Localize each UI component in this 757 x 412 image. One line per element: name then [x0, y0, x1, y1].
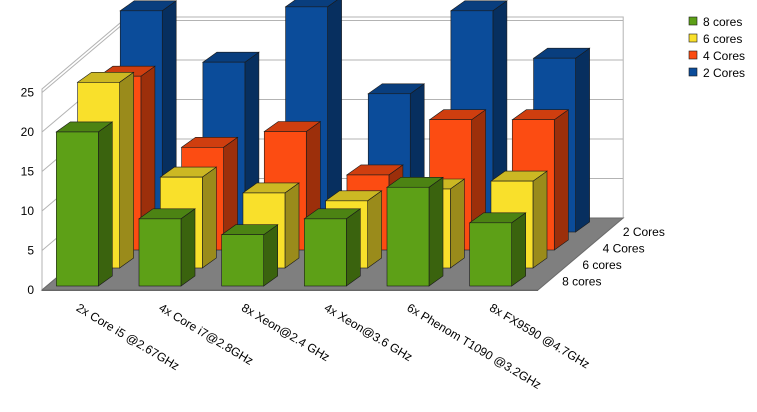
y-tick-label: 0 — [27, 283, 34, 297]
floor-edge — [42, 290, 538, 291]
y-tick-label: 20 — [21, 125, 35, 139]
x-category-label: 6x Phenom T1090 @3.2GHz — [404, 301, 543, 392]
legend-label: 2 Cores — [703, 66, 745, 80]
legend-swatch — [688, 67, 698, 77]
legend-swatch — [688, 50, 698, 60]
bar — [303, 208, 362, 287]
depth-label: 2 Cores — [623, 225, 665, 239]
bar-front — [56, 131, 99, 287]
legend-swatch — [688, 33, 698, 43]
bar — [386, 176, 444, 287]
y-tick-label: 10 — [21, 204, 35, 218]
depth-label: 8 cores — [562, 275, 601, 289]
bar-side — [428, 176, 444, 287]
x-category-label: 4x Xeon@3.6 GHz — [322, 301, 415, 365]
bar-front — [221, 234, 264, 287]
bar — [468, 212, 527, 287]
bar — [55, 121, 114, 287]
bar-side — [449, 178, 465, 269]
bar-side — [367, 190, 382, 269]
y-tick-label: 25 — [21, 86, 35, 100]
bar — [220, 224, 279, 287]
bar-side — [119, 71, 134, 269]
depth-axis-labels: 8 cores 6 cores 4 Cores 2 Cores — [562, 225, 665, 289]
bar-side — [345, 208, 361, 287]
bar-side — [532, 170, 548, 269]
depth-label: 6 cores — [582, 258, 621, 272]
y-tick-label: 5 — [27, 244, 34, 258]
legend-label: 4 Cores — [703, 49, 745, 63]
legend-label: 8 cores — [703, 15, 742, 29]
bar-front — [469, 222, 512, 287]
bar-side — [553, 109, 569, 251]
bar-side — [202, 166, 217, 269]
bars — [55, 0, 591, 287]
bar-side — [511, 212, 527, 287]
legend-label: 6 cores — [703, 32, 742, 46]
bar-side — [263, 224, 279, 287]
legend: 8 cores 6 cores 4 Cores 2 Cores — [688, 15, 745, 80]
bar-side — [98, 121, 113, 287]
bar — [138, 208, 196, 287]
depth-label: 4 Cores — [603, 242, 645, 256]
bar-side — [284, 182, 300, 269]
bar-side — [180, 208, 196, 287]
legend-swatch — [688, 16, 698, 26]
bar-front — [138, 218, 182, 287]
bar-side — [575, 47, 590, 233]
bar-front — [304, 218, 347, 287]
y-tick-label: 15 — [21, 165, 35, 179]
bar-front — [386, 186, 430, 287]
y-axis-tick-labels: 0 5 10 15 20 25 — [21, 86, 35, 298]
